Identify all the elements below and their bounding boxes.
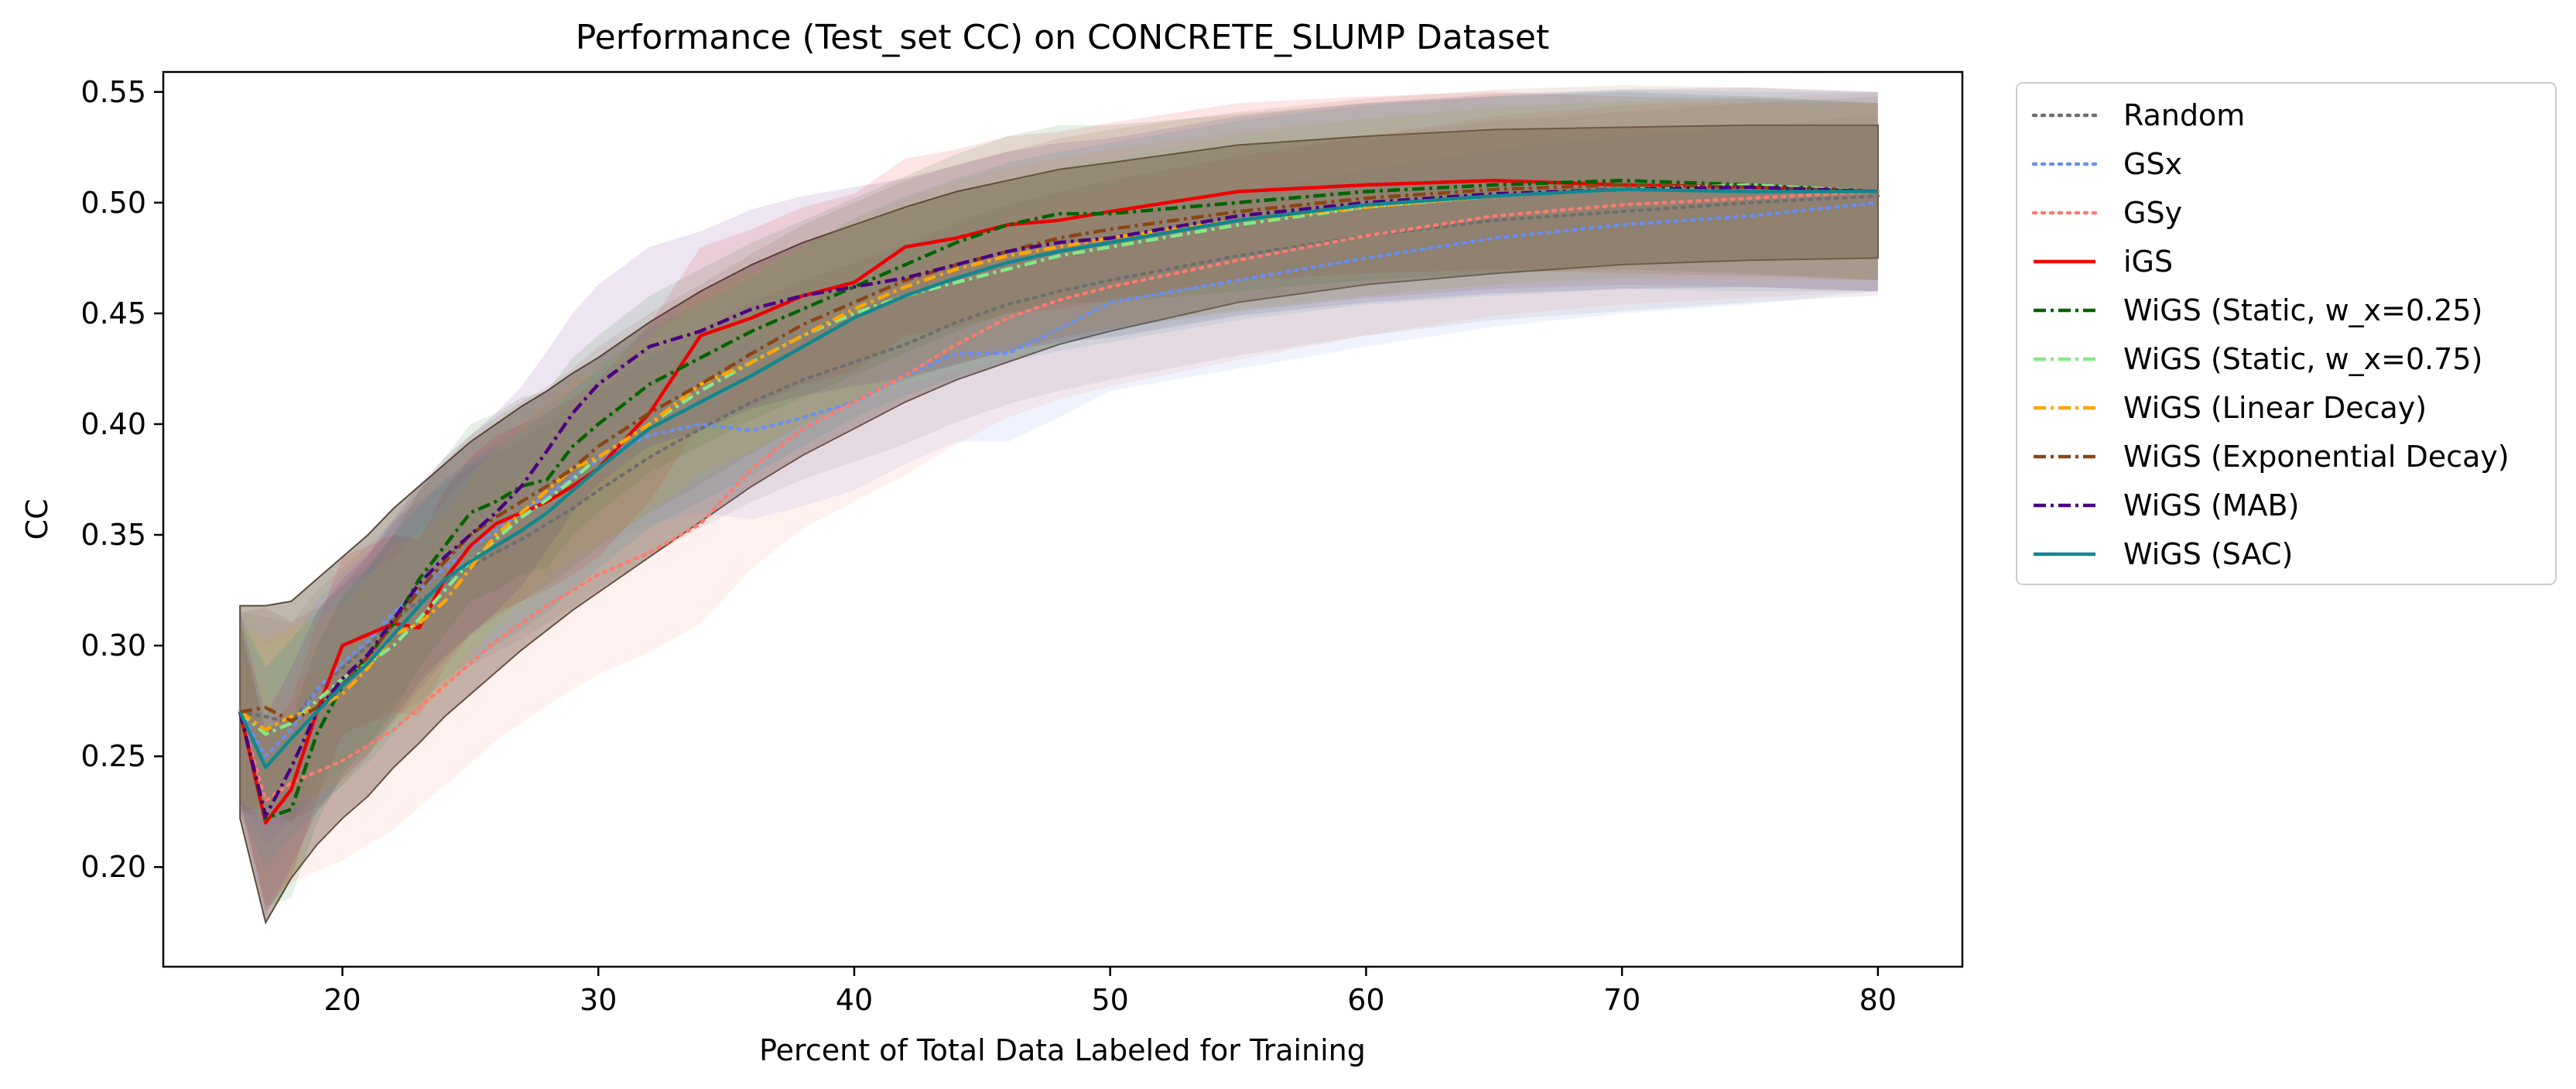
y-tick-label-2: 0.30 (80, 628, 146, 663)
legend-label-9: WiGS (SAC) (2123, 537, 2293, 571)
series-line-1 (238, 200, 1880, 759)
series-band-7 (240, 85, 1878, 821)
y-tick-label-1: 0.25 (80, 739, 146, 773)
x-tick-label-2: 40 (836, 983, 873, 1017)
y-axis: 0.20 0.25 0.30 0.35 0.40 0.45 0.50 0.55 (80, 75, 163, 884)
y-tick-label-3: 0.35 (80, 518, 146, 552)
series-band-5 (240, 96, 1878, 823)
legend-label-2: GSy (2123, 196, 2182, 230)
chart-title: Performance (Test_set CC) on CONCRETE_SL… (576, 18, 1550, 57)
y-tick-label-5: 0.45 (80, 296, 146, 330)
legend-label-4: WiGS (Static, w_x=0.25) (2123, 293, 2482, 327)
legend: Random GSx GSy iGS WiGS (Static, w_x=0.25) Wi… (2016, 82, 2557, 585)
series-lines (238, 178, 1880, 825)
legend-label-5: WiGS (Static, w_x=0.75) (2123, 342, 2482, 376)
x-tick-label-3: 50 (1092, 983, 1129, 1017)
x-tick-label-6: 80 (1859, 983, 1897, 1017)
legend-label-1: GSx (2123, 147, 2182, 181)
y-tick-label-7: 0.55 (80, 75, 146, 109)
aggregate-confidence-band (239, 124, 1879, 925)
legend-label-3: iGS (2123, 245, 2173, 279)
series-band-9 (240, 89, 1878, 868)
x-axis: 20 30 40 50 60 70 80 (323, 967, 1897, 1017)
y-tick-label-6: 0.50 (80, 186, 146, 220)
legend-frame (2016, 82, 2557, 585)
plot-frame (162, 70, 1964, 968)
legend-label-0: Random (2123, 98, 2245, 132)
series-band-2 (240, 91, 1878, 901)
legend-label-6: WiGS (Linear Decay) (2123, 391, 2427, 425)
series-band-4 (240, 91, 1878, 907)
series-band-6 (240, 101, 1878, 819)
series-line-6 (238, 187, 1878, 732)
series-line-9 (238, 187, 1878, 769)
series-band-1 (240, 114, 1878, 845)
series-line-8 (238, 185, 1878, 818)
x-axis-label: Percent of Total Data Labeled for Traini… (759, 1033, 1366, 1067)
y-axis-label: CC (20, 498, 54, 539)
x-tick-label-1: 30 (580, 983, 617, 1017)
series-band-0 (240, 96, 1878, 823)
y-tick-label-4: 0.40 (80, 407, 146, 441)
x-tick-label-4: 60 (1347, 983, 1384, 1017)
legend-label-8: WiGS (MAB) (2123, 488, 2299, 522)
x-tick-label-5: 70 (1603, 983, 1640, 1017)
series-band-8 (240, 87, 1878, 916)
legend-label-7: WiGS (Exponential Decay) (2123, 440, 2509, 474)
y-tick-label-0: 0.20 (80, 850, 146, 884)
x-tick-label-0: 20 (323, 983, 361, 1017)
series-line-0 (238, 193, 1880, 725)
series-line-2 (238, 190, 1880, 803)
